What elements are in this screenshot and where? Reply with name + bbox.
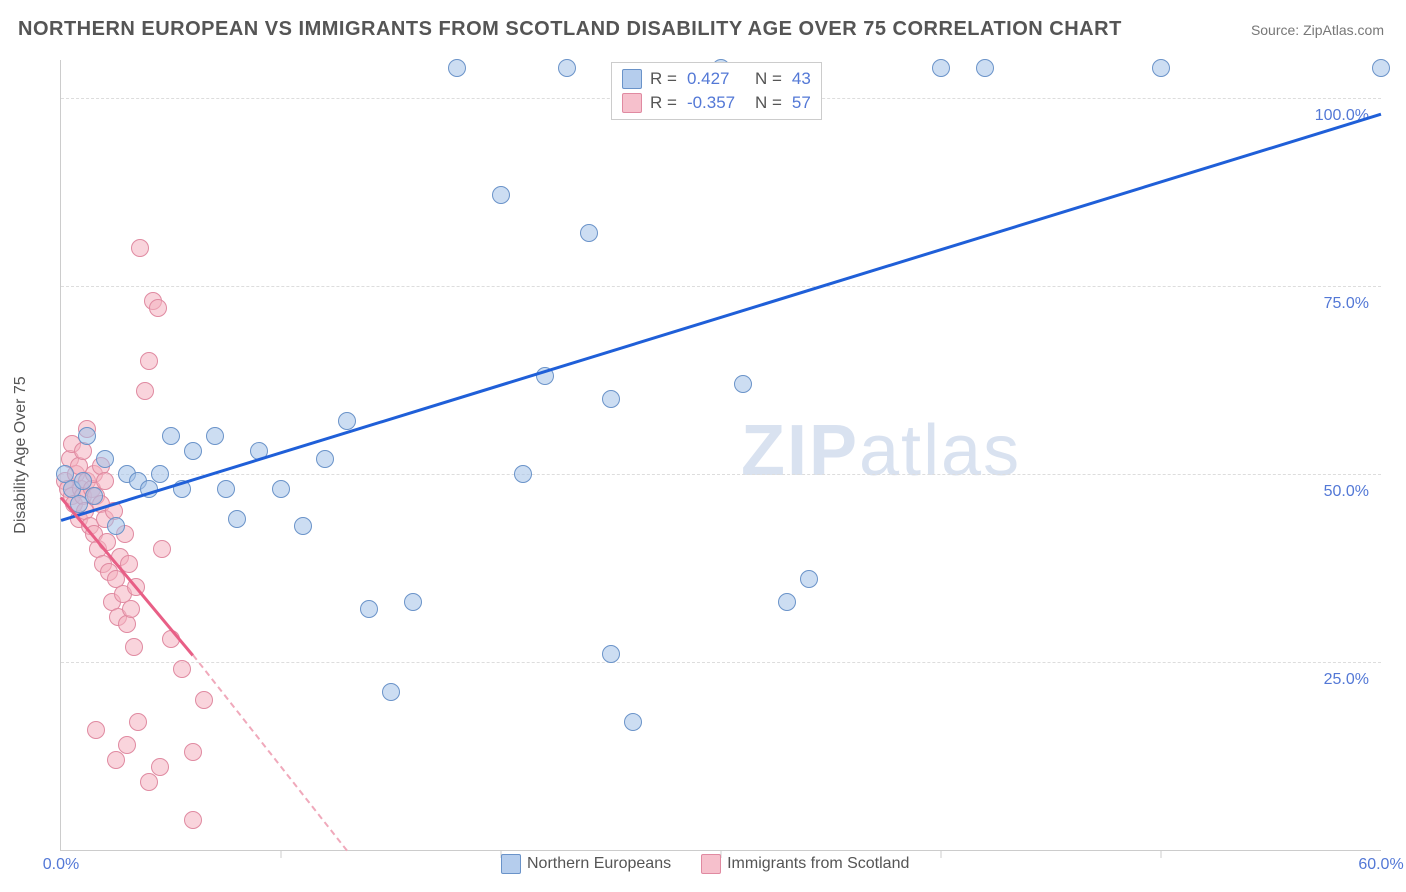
legend-n-value: 57 (792, 93, 811, 113)
legend-label: Immigrants from Scotland (727, 855, 909, 872)
scatter-point-a (800, 570, 818, 588)
legend-n-label: N = (755, 69, 782, 89)
legend-item: Northern Europeans (501, 854, 671, 874)
scatter-point-a (932, 59, 950, 77)
legend-stat-row: R = 0.427 N = 43 (622, 67, 811, 91)
plot-area: Disability Age Over 75 ZIPatlas 25.0%50.… (60, 60, 1381, 851)
scatter-point-a (404, 593, 422, 611)
watermark-rest: atlas (859, 411, 1021, 491)
scatter-point-b (184, 811, 202, 829)
y-tick-label: 50.0% (1324, 483, 1369, 501)
scatter-point-a (1152, 59, 1170, 77)
x-tick-label: 0.0% (43, 856, 79, 874)
legend-r-value: -0.357 (687, 93, 747, 113)
scatter-point-a (206, 427, 224, 445)
y-axis-title: Disability Age Over 75 (12, 376, 30, 533)
x-tick-mark (1161, 850, 1162, 858)
legend-r-label: R = (650, 69, 677, 89)
chart-container: NORTHERN EUROPEAN VS IMMIGRANTS FROM SCO… (0, 0, 1406, 892)
scatter-point-b (140, 773, 158, 791)
legend-n-value: 43 (792, 69, 811, 89)
legend-stat-row: R = -0.357 N = 57 (622, 91, 811, 115)
scatter-point-b (184, 743, 202, 761)
legend-r-label: R = (650, 93, 677, 113)
watermark: ZIPatlas (741, 410, 1021, 492)
scatter-point-a (162, 427, 180, 445)
scatter-point-a (602, 645, 620, 663)
scatter-point-b (151, 758, 169, 776)
x-tick-mark (941, 850, 942, 858)
legend-r-value: 0.427 (687, 69, 747, 89)
scatter-point-b (118, 736, 136, 754)
scatter-point-a (382, 683, 400, 701)
scatter-point-a (360, 600, 378, 618)
scatter-point-b (136, 382, 154, 400)
legend-item: Immigrants from Scotland (701, 854, 909, 874)
scatter-point-a (514, 465, 532, 483)
legend-swatch (622, 93, 642, 113)
y-tick-label: 75.0% (1324, 295, 1369, 313)
scatter-point-a (976, 59, 994, 77)
scatter-point-b (87, 721, 105, 739)
scatter-point-b (129, 713, 147, 731)
trend-line (61, 113, 1382, 522)
scatter-point-b (122, 600, 140, 618)
gridline-h (61, 286, 1381, 287)
scatter-point-a (580, 224, 598, 242)
scatter-point-a (1372, 59, 1390, 77)
trend-line (192, 655, 348, 852)
scatter-point-a (778, 593, 796, 611)
scatter-point-a (107, 517, 125, 535)
chart-title: NORTHERN EUROPEAN VS IMMIGRANTS FROM SCO… (18, 18, 1122, 41)
scatter-point-b (96, 472, 114, 490)
legend-stats: R = 0.427 N = 43 R = -0.357 N = 57 (611, 62, 822, 120)
scatter-point-b (195, 691, 213, 709)
scatter-point-a (338, 412, 356, 430)
scatter-point-a (492, 186, 510, 204)
scatter-point-b (131, 239, 149, 257)
scatter-point-a (217, 480, 235, 498)
scatter-point-b (140, 352, 158, 370)
scatter-point-a (558, 59, 576, 77)
scatter-point-a (602, 390, 620, 408)
scatter-point-b (125, 638, 143, 656)
gridline-h (61, 474, 1381, 475)
scatter-point-a (294, 517, 312, 535)
y-tick-label: 100.0% (1315, 107, 1369, 125)
scatter-point-a (96, 450, 114, 468)
legend-swatch (501, 854, 521, 874)
scatter-point-a (78, 427, 96, 445)
gridline-h (61, 662, 1381, 663)
scatter-point-b (149, 299, 167, 317)
scatter-point-a (448, 59, 466, 77)
legend-swatch (701, 854, 721, 874)
legend-n-label: N = (755, 93, 782, 113)
scatter-point-a (272, 480, 290, 498)
scatter-point-a (624, 713, 642, 731)
scatter-point-a (184, 442, 202, 460)
legend-label: Northern Europeans (527, 855, 671, 872)
scatter-point-a (316, 450, 334, 468)
scatter-point-a (85, 487, 103, 505)
x-tick-label: 60.0% (1358, 856, 1403, 874)
scatter-point-a (151, 465, 169, 483)
scatter-point-b (153, 540, 171, 558)
x-tick-mark (281, 850, 282, 858)
scatter-point-a (228, 510, 246, 528)
scatter-point-a (734, 375, 752, 393)
legend-series: Northern Europeans Immigrants from Scotla… (501, 854, 909, 874)
scatter-point-b (107, 751, 125, 769)
watermark-bold: ZIP (741, 411, 859, 491)
legend-swatch (622, 69, 642, 89)
y-tick-label: 25.0% (1324, 671, 1369, 689)
source-label: Source: ZipAtlas.com (1251, 22, 1384, 38)
scatter-point-b (173, 660, 191, 678)
